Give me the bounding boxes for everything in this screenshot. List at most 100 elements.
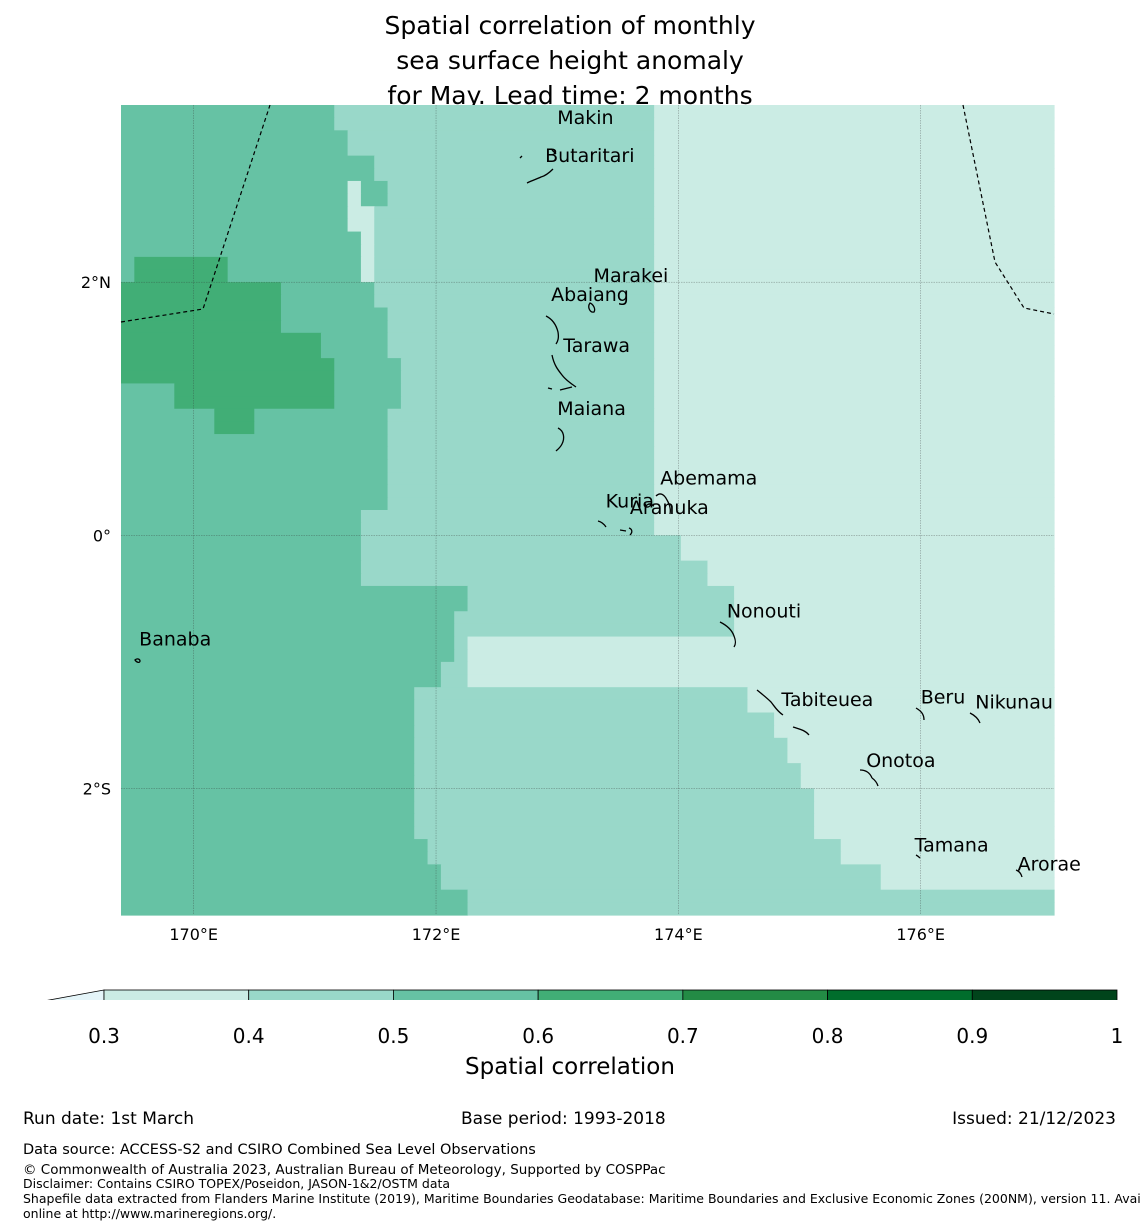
colorbar-tick-label: 0.6 (522, 1024, 555, 1048)
grid-cell (347, 130, 655, 144)
grid-cell (320, 345, 389, 359)
grid-cell (387, 307, 655, 321)
base-period: Base period: 1993-2018 (461, 1109, 666, 1129)
grid-cell (654, 446, 1055, 460)
grid-cell (654, 105, 1055, 119)
island-label-abaiang: Abaiang (551, 284, 629, 306)
grid-cell (654, 497, 1055, 511)
island-label-tabiteuea: Tabiteuea (780, 689, 873, 711)
grid-cell (121, 307, 282, 321)
grid-cell (360, 560, 709, 574)
eez-boundary-west (120, 104, 271, 323)
grid-cell (121, 256, 135, 271)
x-tick-label: 170°E (169, 925, 218, 944)
grid-cell (654, 320, 1055, 334)
grid-cell (814, 788, 1055, 802)
grid-cell (121, 155, 375, 169)
shapefile-credit-line-1: Shapefile data extracted from Flanders M… (23, 1191, 1140, 1206)
grid-cell (427, 839, 842, 853)
grid-cell (414, 775, 802, 790)
aranuka-outline (619, 527, 633, 536)
grid-cell (334, 370, 402, 385)
grid-cell (121, 193, 349, 207)
grid-cell (121, 358, 335, 372)
grid-cell (880, 864, 1055, 878)
beru-outline (915, 707, 925, 721)
grid-cell (400, 396, 655, 410)
island-label-butaritari: Butaritari (545, 145, 634, 167)
grid-cell (360, 231, 375, 245)
grid-cell (121, 180, 349, 195)
grid-cell (387, 434, 655, 448)
grid-cell (374, 231, 655, 245)
grid-cell (387, 472, 655, 486)
grid-cell (654, 193, 1055, 207)
island-label-beru: Beru (921, 687, 966, 709)
grid-cell (387, 459, 655, 473)
grid-cell (121, 826, 415, 840)
grid-cell (374, 282, 655, 296)
grid-cell (654, 345, 1055, 359)
grid-cell (734, 598, 1055, 612)
x-tick-label: 172°E (412, 925, 461, 944)
grid-cell (414, 712, 775, 726)
grid-cell (467, 585, 735, 600)
grid-cell (427, 851, 842, 865)
grid-cell (121, 788, 415, 802)
grid-cell (121, 231, 362, 245)
grid-cell (134, 269, 229, 283)
colorbar-tick-label: 0.8 (811, 1024, 844, 1048)
grid-cell (121, 320, 282, 334)
grid-cell (654, 218, 1055, 233)
grid-cell (360, 573, 709, 587)
grid-cell (121, 294, 282, 309)
grid-cell (467, 649, 1055, 663)
grid-cell (347, 206, 375, 220)
grid-cell (121, 661, 442, 676)
grid-cell (787, 750, 1055, 764)
grid-cell (280, 282, 375, 296)
grid-cell (707, 573, 1055, 587)
nonouti-outline (719, 621, 737, 648)
grid-cell (121, 396, 175, 410)
grid-cell (174, 396, 335, 410)
grid-cell (454, 649, 469, 663)
y-tick-label: 2°S (83, 779, 111, 798)
grid-cell (654, 370, 1055, 385)
grid-cell (440, 864, 882, 878)
grid-cell (121, 813, 415, 828)
grid-cell (467, 636, 1055, 650)
grid-cell (121, 560, 362, 574)
grid-cell (654, 206, 1055, 220)
grid-cell (400, 358, 655, 372)
grid-cell (454, 611, 735, 625)
grid-cell (654, 168, 1055, 182)
grid-cell (654, 472, 1055, 486)
grid-cell (387, 193, 655, 207)
island-label-banaba: Banaba (139, 628, 211, 650)
grid-cell (680, 535, 1055, 549)
grid-cell (654, 155, 1055, 169)
grid-cell (654, 130, 1055, 144)
grid-cell (387, 345, 655, 359)
grid-cell (654, 117, 1055, 131)
grid-cell (360, 522, 655, 536)
grid-cell (121, 142, 349, 157)
grid-cell (654, 408, 1055, 423)
grid-cell (121, 902, 469, 916)
grid-cell (121, 345, 322, 359)
grid-cell (467, 598, 735, 612)
kuria-outline (597, 520, 607, 528)
grid-cell (387, 484, 655, 498)
grid-cell (121, 712, 415, 726)
y-tick-label: 2°N (81, 273, 111, 292)
island-label-tamana: Tamana (914, 835, 989, 857)
grid-cell (121, 459, 389, 473)
grid-cell (360, 244, 375, 258)
x-tick-label: 176°E (896, 925, 945, 944)
grid-cell (774, 725, 1055, 739)
grid-cell (467, 889, 1055, 903)
grid-cell (121, 585, 469, 600)
grid-cell (800, 763, 1055, 777)
island-label-abemama: Abemama (660, 468, 757, 490)
